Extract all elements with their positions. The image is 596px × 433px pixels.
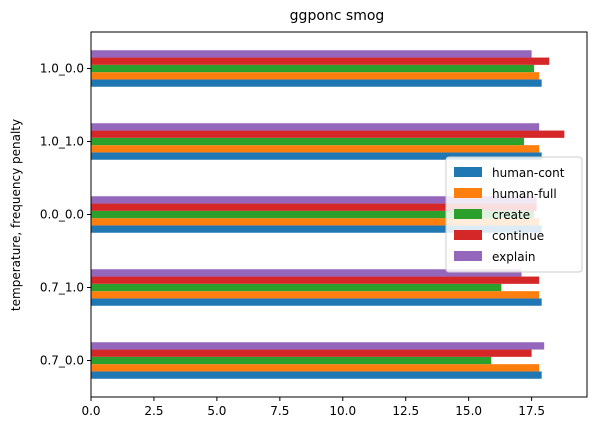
legend-label-continue: continue <box>492 229 544 243</box>
x-tick-label: 12.5 <box>392 404 419 418</box>
bar-explain-1.0_0.0 <box>91 50 532 58</box>
bar-continue-1.0_1.0 <box>91 130 565 138</box>
bar-create-0.7_0.0 <box>91 356 492 365</box>
x-tick-label: 2.5 <box>144 404 163 418</box>
bar-continue-0.7_0.0 <box>91 349 532 357</box>
y-tick-label: 0.7_0.0 <box>40 354 84 368</box>
bar-human-cont-0.7_1.0 <box>91 298 542 306</box>
bar-human-cont-0.7_0.0 <box>91 371 542 379</box>
bar-human-cont-1.0_1.0 <box>91 152 542 160</box>
x-tick-label: 7.5 <box>270 404 289 418</box>
legend-box <box>445 156 583 273</box>
legend-label-explain: explain <box>492 250 536 264</box>
legend-swatch-human-full <box>454 188 482 198</box>
x-tick-label: 10.0 <box>329 404 356 418</box>
legend-swatch-continue <box>454 230 482 240</box>
x-ticks: 0.0 2.5 5.0 7.5 10.0 12.5 15.0 17.5 <box>81 397 545 418</box>
bar-explain-1.0_1.0 <box>91 123 540 131</box>
bar-human-full-1.0_0.0 <box>91 72 540 80</box>
bar-explain-0.0_0.0 <box>91 196 537 204</box>
bar-human-full-1.0_1.0 <box>91 145 540 153</box>
bar-human-cont-0.0_0.0 <box>91 225 542 233</box>
x-tick-label: 15.0 <box>455 404 482 418</box>
legend-swatch-create <box>454 209 482 219</box>
bar-human-full-0.7_0.0 <box>91 364 540 372</box>
bar-continue-0.7_1.0 <box>91 276 540 284</box>
bar-create-0.7_1.0 <box>91 283 502 292</box>
x-tick-label: 17.5 <box>518 404 545 418</box>
legend: human-cont human-full create continue explai… <box>445 156 583 273</box>
bar-create-0.0_0.0 <box>91 210 535 219</box>
legend-swatch-human-cont <box>454 167 482 177</box>
y-ticks: 0.7_0.0 0.7_1.0 0.0_0.0 1.0_1.0 1.0_0.0 <box>40 62 91 368</box>
bar-human-full-0.0_0.0 <box>91 218 540 226</box>
y-tick-label: 1.0_0.0 <box>40 62 84 76</box>
bar-explain-0.7_0.0 <box>91 342 545 350</box>
bar-create-1.0_1.0 <box>91 137 525 146</box>
bar-create-1.0_0.0 <box>91 64 535 73</box>
bar-continue-1.0_0.0 <box>91 57 550 65</box>
y-axis-label: temperature, frequency penalty <box>9 119 23 311</box>
x-tick-label: 0.0 <box>81 404 100 418</box>
legend-label-human-cont: human-cont <box>492 166 565 180</box>
bar-continue-0.0_0.0 <box>91 203 537 211</box>
plot-frame <box>90 31 588 398</box>
y-tick-label: 1.0_1.0 <box>40 135 84 149</box>
bar-human-full-0.7_1.0 <box>91 291 540 299</box>
legend-swatch-explain <box>454 251 482 261</box>
bar-human-cont-1.0_0.0 <box>91 79 542 87</box>
bar-explain-0.7_1.0 <box>91 269 522 277</box>
y-tick-label: 0.0_0.0 <box>40 208 84 222</box>
chart-title: ggponc smog <box>290 8 385 24</box>
x-tick-label: 5.0 <box>207 404 226 418</box>
bars-layer <box>91 50 565 379</box>
legend-label-create: create <box>492 208 530 222</box>
legend-label-human-full: human-full <box>492 187 557 201</box>
y-tick-label: 0.7_1.0 <box>40 281 84 295</box>
